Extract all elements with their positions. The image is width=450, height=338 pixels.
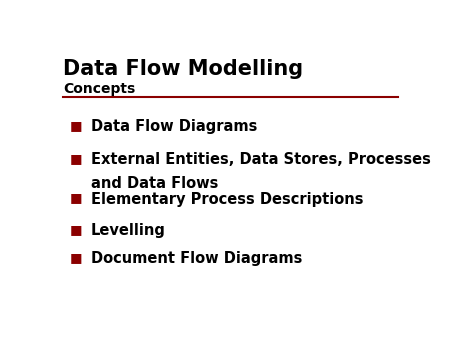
Text: ■: ■ — [70, 192, 83, 204]
Text: Concepts: Concepts — [63, 82, 135, 96]
Text: Document Flow Diagrams: Document Flow Diagrams — [91, 251, 302, 266]
Text: Data Flow Modelling: Data Flow Modelling — [63, 59, 303, 79]
Text: External Entities, Data Stores, Processes: External Entities, Data Stores, Processe… — [91, 152, 431, 167]
Text: and Data Flows: and Data Flows — [91, 176, 219, 191]
Text: Elementary Process Descriptions: Elementary Process Descriptions — [91, 192, 364, 207]
Text: Data Flow Diagrams: Data Flow Diagrams — [91, 119, 257, 134]
Text: ■: ■ — [70, 251, 83, 264]
Text: ■: ■ — [70, 152, 83, 166]
Text: Levelling: Levelling — [91, 223, 166, 238]
Text: ■: ■ — [70, 119, 83, 131]
Text: ■: ■ — [70, 223, 83, 236]
